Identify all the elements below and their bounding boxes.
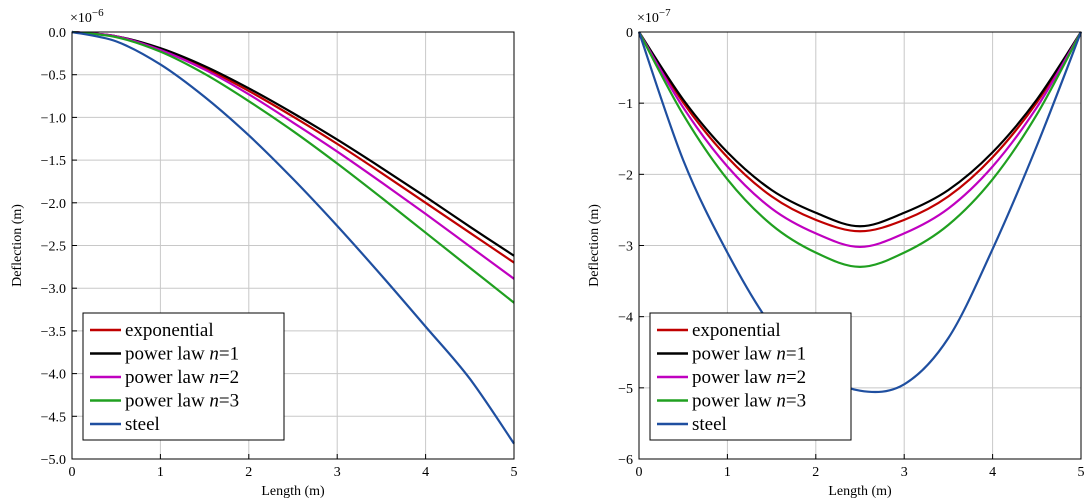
x-tick-label: 1: [157, 465, 164, 480]
plot-frame: [71, 31, 515, 460]
axis-multiplier: ×10−6: [70, 7, 104, 26]
x-tick-label: 1: [724, 465, 731, 480]
y-tick-label: −4.5: [41, 410, 66, 425]
series-line-power-law-n-1: [638, 31, 1082, 228]
legend-label: power law n=2: [692, 367, 806, 388]
legend-label: power law n=3: [692, 391, 806, 412]
x-axis-label: Length (m): [261, 484, 325, 499]
series-line-power-law-n-3: [71, 30, 515, 304]
plot-frame: [638, 31, 1082, 460]
x-tick-label: 4: [989, 465, 996, 480]
x-tick-label: 3: [334, 465, 341, 480]
series-line-exponential: [71, 30, 515, 264]
y-tick-label: −3: [618, 240, 633, 255]
series-line-power-law-n-1: [71, 30, 515, 257]
series-line-steel: [71, 30, 515, 445]
y-tick-label: −1.0: [41, 111, 66, 126]
y-tick-label: −2: [618, 168, 633, 183]
x-tick-label: 5: [511, 465, 518, 480]
chart-panel-2: 0 1 2 3 4 5 0 −1 −2 −3 −4 −5 −6 ×10−7 Length (m) Deflec…: [587, 7, 1085, 499]
legend-label: power law n=2: [125, 367, 239, 388]
legend-label: steel: [125, 414, 160, 435]
x-axis-label: Length (m): [828, 484, 892, 499]
x-tick-label: 3: [901, 465, 908, 480]
x-tick-label: 0: [636, 465, 643, 480]
y-tick-label: −2.5: [41, 240, 66, 255]
y-tick-label: −5: [618, 382, 633, 397]
y-tick-label: 0: [626, 26, 633, 41]
axis-multiplier: ×10−7: [637, 7, 671, 26]
x-tick-label: 0: [69, 465, 76, 480]
series-line-steel: [637, 31, 1083, 394]
y-axis-label: Deflection (m): [10, 204, 25, 287]
y-tick-label: 0.0: [49, 26, 67, 41]
series-line-power-law-n-3: [638, 31, 1082, 268]
y-tick-label: −5.0: [41, 453, 66, 468]
y-tick-label: −0.5: [41, 69, 66, 84]
y-tick-label: −4: [618, 311, 633, 326]
y-axis-label: Deflection (m): [587, 204, 602, 287]
y-tick-label: −6: [618, 453, 633, 468]
legend-label: exponential: [692, 320, 781, 341]
legend-label: steel: [692, 414, 727, 435]
y-tick-label: −2.0: [41, 197, 66, 212]
y-tick-label: −3.5: [41, 325, 66, 340]
x-tick-label: 4: [422, 465, 429, 480]
series-line-exponential: [638, 31, 1082, 233]
x-tick-label: 2: [245, 465, 252, 480]
y-tick-label: −1: [618, 97, 633, 112]
y-tick-label: −4.0: [41, 368, 66, 383]
y-tick-label: −3.0: [41, 282, 66, 297]
legend-label: power law n=1: [692, 344, 806, 365]
y-tick-label: −1.5: [41, 154, 66, 169]
series-line-power-law-n-2: [638, 31, 1082, 249]
legend-label: exponential: [125, 320, 214, 341]
x-tick-label: 2: [812, 465, 819, 480]
chart-panel-1: 0 1 2 3 4 5 0.0 −0.5 −1.0 −1.5 −2.0 −2.5 −3.0 −3.5 −4.…: [10, 7, 518, 499]
series-line-power-law-n-2: [71, 30, 515, 280]
x-tick-label: 5: [1078, 465, 1085, 480]
legend-label: power law n=3: [125, 391, 239, 412]
legend-label: power law n=1: [125, 344, 239, 365]
